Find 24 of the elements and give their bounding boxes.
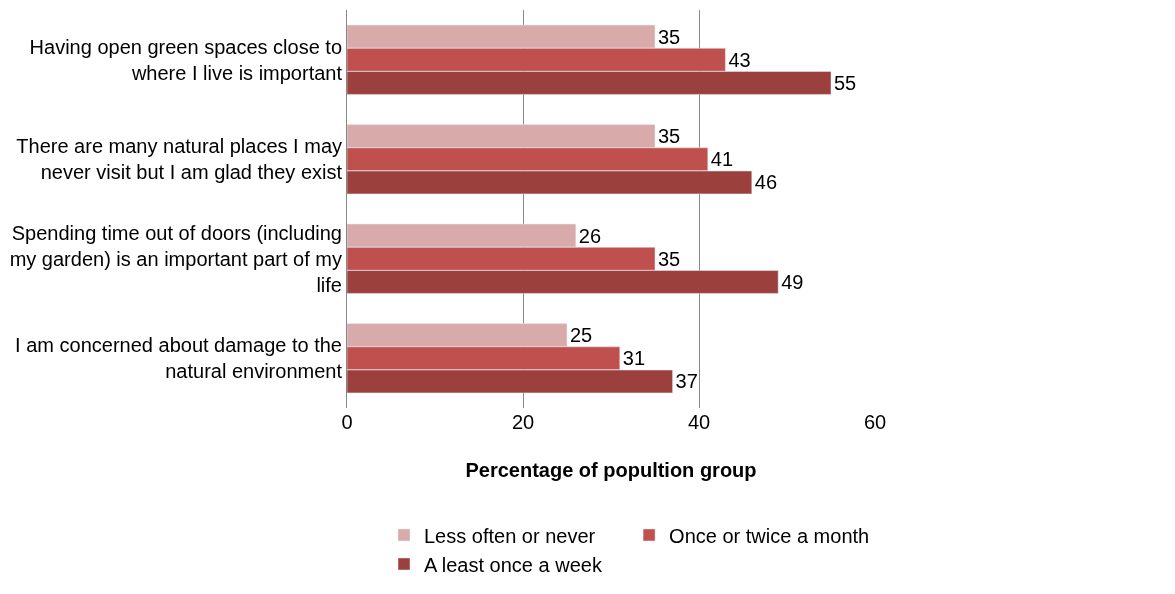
x-tick-label: 20 [511, 411, 535, 433]
data-label: 35 [658, 125, 681, 148]
data-label: 35 [658, 247, 681, 270]
x-tick-label: 60 [863, 411, 887, 433]
data-label: 35 [658, 25, 681, 48]
y-tick-label: There are many natural places I may never visit but I am glad they exist [16, 135, 343, 184]
data-label: 37 [675, 370, 698, 393]
y-tick-label: Having open green spaces close to where I live is important [29, 35, 343, 84]
legend-label: A least once a week [424, 553, 603, 576]
data-label: 55 [834, 71, 857, 94]
y-tick-label: I am concerned about damage to the natural environment [15, 334, 343, 383]
legend-label: Once or twice a month [669, 524, 870, 547]
data-label: 26 [578, 224, 602, 247]
x-axis-title: Percentage of popultion group [465, 458, 757, 481]
x-tick-label: 40 [687, 411, 711, 433]
data-label: 49 [781, 270, 804, 293]
y-tick-label: Spending time out of doors (including my garden) is an important part of my life [9, 221, 342, 296]
data-label: 46 [754, 171, 778, 194]
data-label: 25 [570, 324, 593, 347]
data-label: 31 [622, 347, 646, 370]
x-tick-label: 0 [341, 411, 353, 433]
legend-label: Less often or never [424, 524, 596, 547]
data-label: 41 [710, 148, 734, 171]
data-label: 43 [728, 48, 751, 71]
